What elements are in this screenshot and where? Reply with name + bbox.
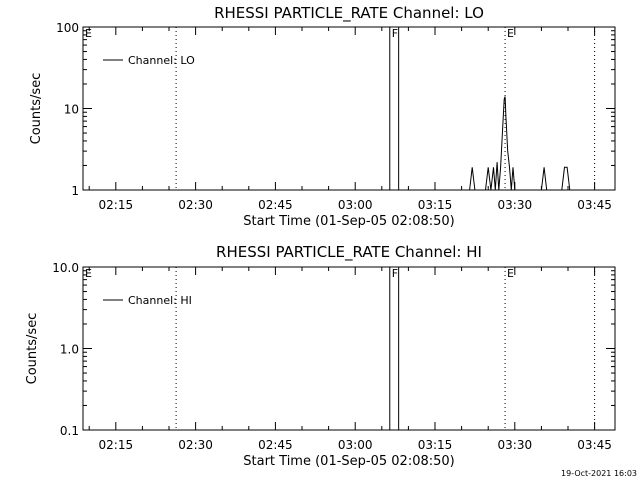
x-tick-label: 02:15 <box>99 438 134 452</box>
x-tick-label: 03:30 <box>498 438 533 452</box>
x-tick-label: 02:45 <box>258 438 293 452</box>
chart-panel-hi: RHESSI PARTICLE_RATE Channel: HI 02:15 02:… <box>25 243 616 469</box>
x-tick-label: 02:15 <box>99 198 134 212</box>
event-marker-label: F <box>392 27 398 40</box>
x-axis-label: Start Time (01-Sep-05 02:08:50) <box>243 454 454 469</box>
x-tick-label: 03:45 <box>577 438 612 452</box>
event-marker-label: F <box>392 267 398 280</box>
x-tick-label: 02:30 <box>178 438 213 452</box>
x-tick-label: 03:15 <box>418 438 453 452</box>
x-tick-label: 03:15 <box>418 198 453 212</box>
x-tick-label: 03:30 <box>498 198 533 212</box>
y-tick-label: 100 <box>56 21 79 35</box>
y-tick-label: 10.0 <box>52 261 79 275</box>
y-tick-label: 10 <box>64 103 79 117</box>
y-tick-label: 1 <box>71 184 79 198</box>
x-tick-label: 03:00 <box>338 438 373 452</box>
event-marker-label: E <box>507 267 514 280</box>
timestamp-label: 19-Oct-2021 16:03 <box>561 469 637 478</box>
legend-label: Channel: LO <box>128 54 195 67</box>
series-line-0 <box>469 96 571 191</box>
event-marker-label: E <box>85 27 92 40</box>
legend-label: Channel: HI <box>128 294 192 307</box>
x-tick-label: 03:00 <box>338 198 373 212</box>
x-tick-label: 02:30 <box>178 198 213 212</box>
y-tick-label: 0.1 <box>60 424 79 438</box>
x-tick-label: 02:45 <box>258 198 293 212</box>
chart-title: RHESSI PARTICLE_RATE Channel: LO <box>214 4 484 23</box>
y-axis-label: Counts/sec <box>29 73 44 145</box>
x-tick-label: 03:45 <box>577 198 612 212</box>
y-axis-label: Counts/sec <box>25 313 40 385</box>
y-tick-label: 1.0 <box>60 343 79 357</box>
chart-title: RHESSI PARTICLE_RATE Channel: HI <box>216 243 482 262</box>
event-marker-label: E <box>85 267 92 280</box>
x-axis-label: Start Time (01-Sep-05 02:08:50) <box>243 214 454 229</box>
chart-panel-lo: RHESSI PARTICLE_RATE Channel: LO 02:15 02:… <box>29 4 616 229</box>
event-marker-label: E <box>507 27 514 40</box>
